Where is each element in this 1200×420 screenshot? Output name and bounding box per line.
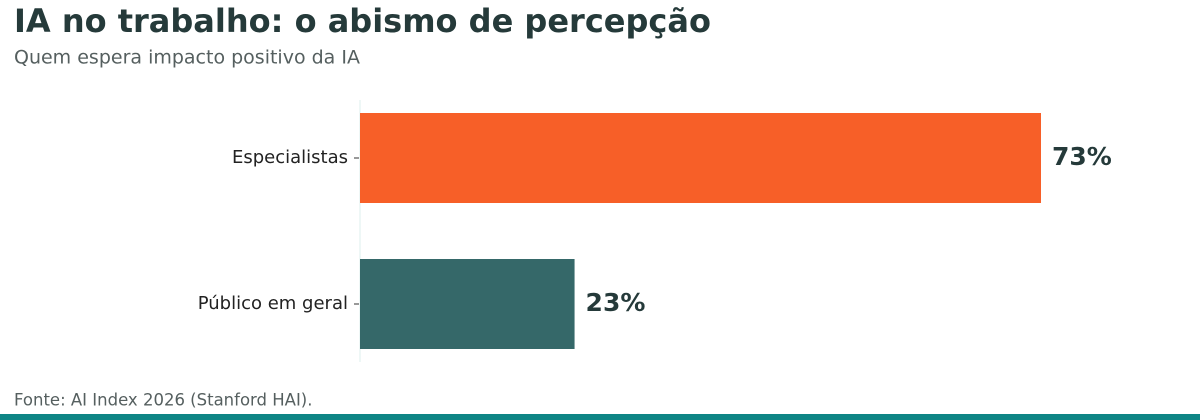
bar xyxy=(360,113,1041,203)
chart-subtitle: Quem espera impacto positivo da IA xyxy=(14,47,360,69)
source-note: Fonte: AI Index 2026 (Stanford HAI). xyxy=(14,391,313,410)
bottom-band xyxy=(0,414,1200,420)
chart-title: IA no trabalho: o abismo de percepção xyxy=(14,2,711,40)
value-label: 73% xyxy=(1052,142,1112,171)
y-tick-label: Especialistas xyxy=(232,147,348,168)
bar xyxy=(360,259,575,349)
value-label: 23% xyxy=(586,288,646,317)
y-tick-label: Público em geral xyxy=(198,293,348,314)
